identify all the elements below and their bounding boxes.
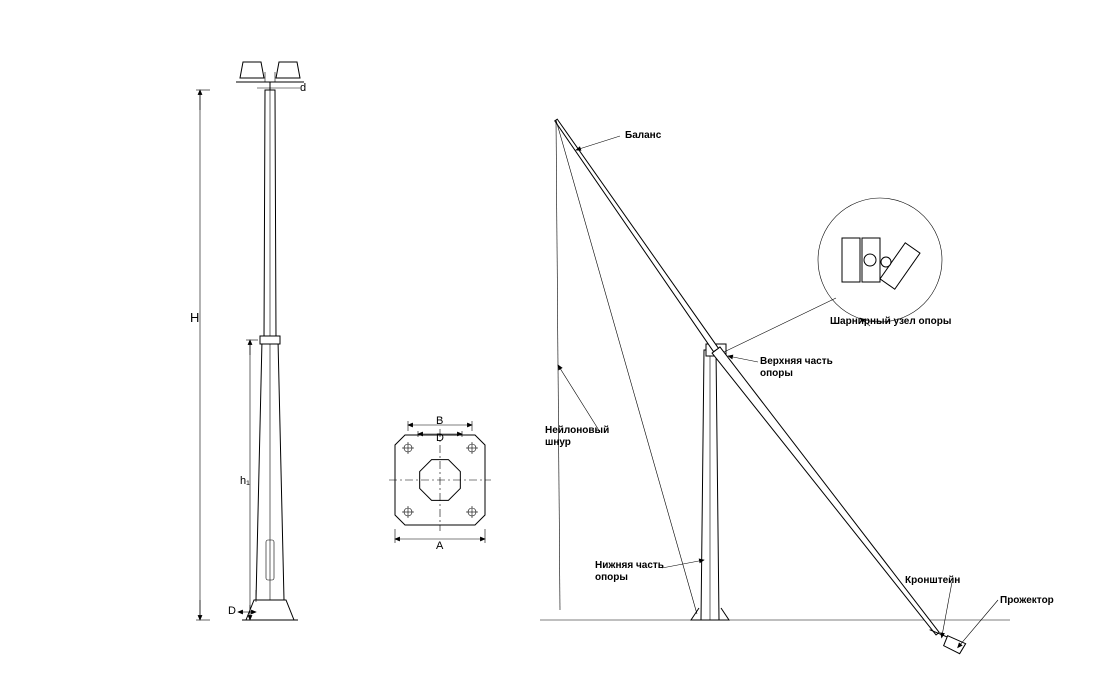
diagram-svg bbox=[0, 0, 1100, 673]
label-upper: Верхняя часть опоры bbox=[760, 356, 840, 380]
label-floodlight: Прожектор bbox=[1000, 595, 1054, 607]
dim-D-bottom: D bbox=[228, 605, 236, 617]
dim-B: B bbox=[436, 415, 443, 427]
label-cord: Нейлоновый шнур bbox=[545, 425, 605, 449]
label-balance: Баланс bbox=[625, 130, 661, 142]
diagram-stage: H h₁ d D B D A Баланс Шарнирный узел опо… bbox=[0, 0, 1100, 673]
label-bracket: Кронштейн bbox=[905, 575, 960, 587]
label-hinge: Шарнирный узел опоры bbox=[830, 316, 951, 328]
dim-h1: h₁ bbox=[240, 475, 250, 487]
dim-Dp: D bbox=[436, 432, 444, 444]
dim-d: d bbox=[300, 82, 306, 94]
dim-A: A bbox=[436, 540, 443, 552]
label-lower: Нижняя часть опоры bbox=[595, 560, 665, 584]
dim-H: H bbox=[190, 310, 199, 325]
